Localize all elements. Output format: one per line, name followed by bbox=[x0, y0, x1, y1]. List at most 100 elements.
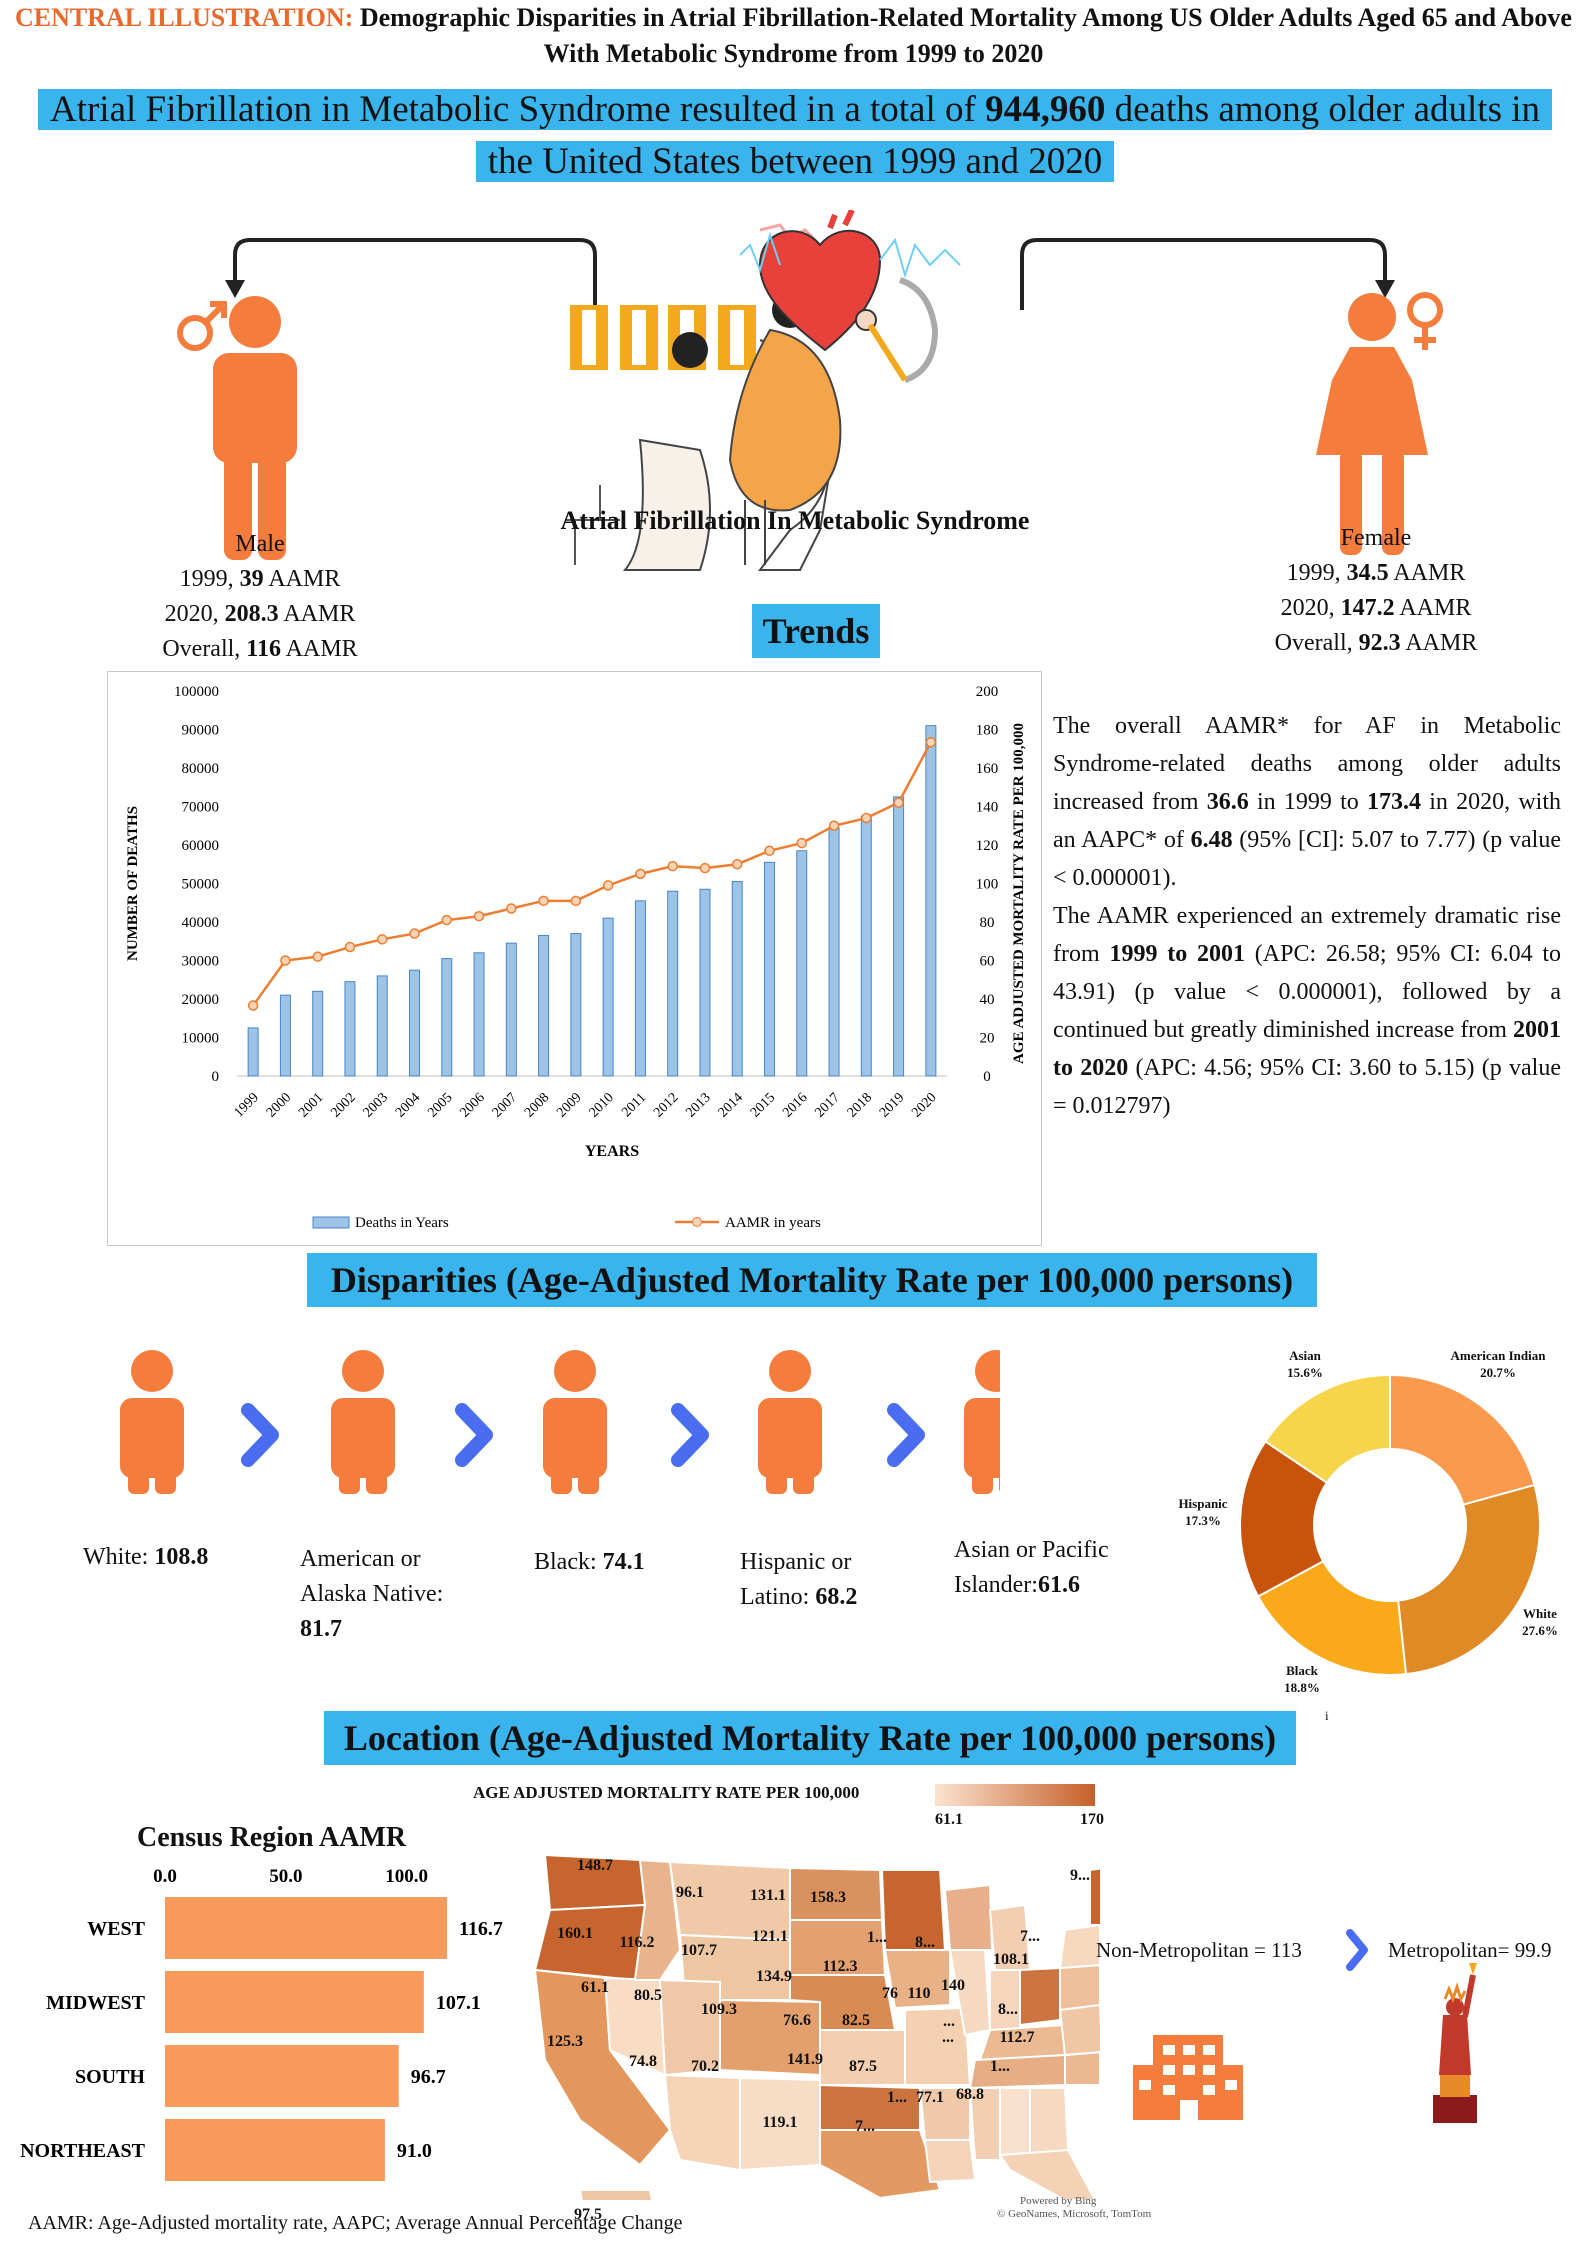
x-tick-label: 2013 bbox=[683, 1090, 713, 1120]
region-bar-west bbox=[165, 1897, 448, 1959]
female-2020: 2020, 147.2 AAMR bbox=[1280, 595, 1472, 621]
x-tick-label: 2000 bbox=[264, 1090, 294, 1120]
region-label: NORTHEAST bbox=[20, 2140, 146, 2162]
deaths-bar bbox=[860, 815, 872, 1077]
deaths-bar bbox=[344, 981, 356, 1077]
race-figures bbox=[120, 1350, 1000, 1494]
region-label: SOUTH bbox=[75, 2066, 145, 2088]
center-caption: Atrial Fibrillation In Metabolic Syndrom… bbox=[560, 506, 1030, 535]
person-hispanic-icon bbox=[758, 1350, 822, 1494]
male-stats: Male 1999, 39 AAMR 2020, 208.3 AAMR Over… bbox=[110, 527, 410, 667]
female-label: Female bbox=[1340, 525, 1412, 551]
donut-label-asian: Asian 15.6% bbox=[1287, 1348, 1323, 1380]
person-asian-icon bbox=[964, 1350, 1000, 1494]
x-tick-label: 2012 bbox=[651, 1090, 681, 1120]
aamr-point bbox=[828, 820, 840, 831]
deaths-bar bbox=[570, 933, 582, 1077]
title-prefix: CENTRAL ILLUSTRATION: bbox=[15, 3, 354, 32]
legend-bar-swatch bbox=[312, 1216, 350, 1229]
x-tick-label: 2008 bbox=[522, 1090, 552, 1120]
deaths-bar bbox=[376, 975, 388, 1077]
y-right-tick-label: 140 bbox=[976, 800, 999, 816]
x-tick-label: 2005 bbox=[425, 1090, 455, 1120]
donut-label-american-indian: American Indian 20.7% bbox=[1450, 1348, 1546, 1380]
y-left-tick-label: 60000 bbox=[182, 838, 220, 854]
state-la bbox=[923, 2139, 977, 2184]
y-right-tick-label: 100 bbox=[976, 877, 999, 893]
x-tick-label: 2001 bbox=[296, 1090, 326, 1120]
deaths-bar bbox=[505, 942, 517, 1077]
male-overall: Overall, 116 AAMR bbox=[162, 636, 358, 662]
x-tick-label: 2018 bbox=[845, 1090, 875, 1120]
deaths-bar bbox=[538, 934, 550, 1077]
non-metro-value: Non-Metropolitan = 113 bbox=[1096, 1938, 1302, 1962]
y-left-tick-label: 80000 bbox=[182, 761, 220, 777]
race-asian: Asian or Pacific Islander:61.6 bbox=[954, 1537, 1109, 1598]
deaths-bar bbox=[893, 796, 905, 1077]
deaths-bar bbox=[925, 725, 937, 1077]
illustration-area bbox=[177, 210, 1443, 571]
x-tick-label: 2016 bbox=[780, 1090, 810, 1120]
trends-paragraph-1: The overall AAMR* for AF in Metabolic Sy… bbox=[1053, 713, 1561, 891]
deaths-bar bbox=[409, 969, 420, 1077]
region-value: 116.7 bbox=[459, 1918, 503, 1940]
state-oh bbox=[1019, 1966, 1061, 2027]
y-left-tick-label: 10000 bbox=[182, 1031, 220, 1047]
x-tick-label: 2017 bbox=[812, 1090, 842, 1120]
male-symbol-icon bbox=[177, 301, 227, 351]
aamr-point bbox=[506, 903, 517, 914]
us-choropleth-map bbox=[533, 1853, 1100, 2200]
y-right-tick-label: 200 bbox=[976, 684, 999, 700]
location-title: Location (Age-Adjusted Mortality Rate pe… bbox=[324, 1711, 1296, 1765]
person-black-icon bbox=[543, 1350, 607, 1494]
region-label: MIDWEST bbox=[46, 1992, 146, 2014]
male-2020: 2020, 208.3 AAMR bbox=[164, 601, 356, 627]
deaths-bar bbox=[634, 900, 646, 1077]
deaths-bar bbox=[828, 827, 840, 1077]
map-legend-title: AGE ADJUSTED MORTALITY RATE PER 100,000 bbox=[473, 1783, 860, 1802]
aamr-point bbox=[538, 895, 549, 907]
region-bar-northeast bbox=[165, 2119, 385, 2181]
region-value: 107.1 bbox=[436, 1992, 481, 2014]
region-axis-tick: 100.0 bbox=[385, 1866, 428, 1887]
donut-slice-american-indian bbox=[1389, 1373, 1536, 1506]
y-right-axis-title: AGE ADJUSTED MORTALITY RATE PER 100,000 bbox=[1011, 723, 1027, 1064]
x-axis-title: YEARS bbox=[585, 1143, 639, 1160]
y-right-tick-label: 80 bbox=[980, 915, 995, 931]
census-region-chart: 0.0 50.0 100.0 WEST 116.7 MIDWEST 107.1 SOUTH 96… bbox=[20, 1866, 503, 2181]
aamr-point bbox=[893, 797, 904, 808]
state-ia bbox=[883, 1949, 951, 2010]
building-icon bbox=[1133, 2035, 1243, 2120]
y-left-tick-label: 90000 bbox=[182, 723, 220, 739]
y-left-tick-label: 50000 bbox=[182, 877, 220, 893]
aamr-point bbox=[667, 860, 678, 872]
map-legend-max: 170 bbox=[1080, 1811, 1104, 1828]
male-1999: 1999, 39 AAMR bbox=[179, 566, 341, 592]
region-bar-midwest bbox=[165, 1971, 424, 2033]
x-tick-label: 2002 bbox=[328, 1090, 358, 1120]
person-aian-icon bbox=[331, 1350, 395, 1494]
race-aian: American or Alaska Native: 81.7 bbox=[300, 1546, 444, 1642]
map-credit-1: Powered by Bing bbox=[1020, 2195, 1097, 2207]
x-tick-label: 2011 bbox=[619, 1090, 649, 1120]
region-bar-south bbox=[165, 2045, 399, 2107]
region-axis-tick: 50.0 bbox=[269, 1866, 302, 1887]
aamr-point bbox=[635, 868, 646, 880]
x-tick-label: 2019 bbox=[877, 1090, 907, 1120]
deaths-bar bbox=[279, 994, 291, 1077]
headline-banner: Atrial Fibrillation in Metabolic Syndrom… bbox=[30, 84, 1560, 188]
y-left-tick-label: 40000 bbox=[182, 915, 220, 931]
aamr-point bbox=[699, 862, 711, 874]
deaths-bar bbox=[764, 861, 775, 1077]
donut-slice-asian bbox=[1264, 1373, 1391, 1485]
chevron-right-icon bbox=[241, 1403, 279, 1467]
chevron-right-icon bbox=[887, 1403, 925, 1467]
x-tick-label: 1999 bbox=[232, 1090, 262, 1120]
doctor-patient-illustration-icon bbox=[565, 292, 842, 571]
headline-text-2: deaths among older adults in the United … bbox=[487, 89, 1541, 182]
y-left-tick-label: 0 bbox=[212, 1069, 220, 1085]
footer-note: AAMR: Age-Adjusted mortality rate, AAPC;… bbox=[28, 2212, 683, 2234]
region-label: WEST bbox=[87, 1918, 145, 1940]
y-right-tick-label: 160 bbox=[976, 761, 999, 777]
statue-of-liberty-icon bbox=[1433, 1963, 1477, 2123]
